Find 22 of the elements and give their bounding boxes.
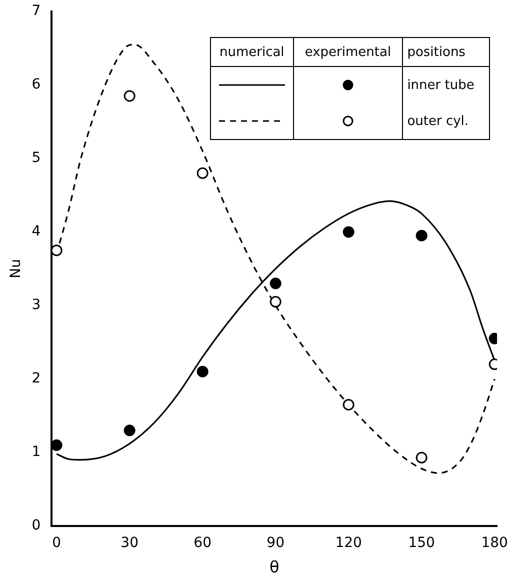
annotation: experimental bbox=[293, 38, 403, 67]
y-axis-title: Nu bbox=[8, 259, 24, 278]
y-tick-label: 4 bbox=[32, 224, 41, 240]
y-tick-label: 5 bbox=[32, 150, 41, 166]
x-tick-label: 0 bbox=[52, 535, 62, 552]
y-tick-label: 1 bbox=[32, 444, 41, 460]
annotation: positions bbox=[402, 38, 490, 67]
y-tick-label: 0 bbox=[32, 518, 41, 534]
x-tick-label: 30 bbox=[120, 535, 138, 552]
y-tick-label: 7 bbox=[32, 3, 41, 20]
x-tick-label: 180 bbox=[481, 535, 508, 552]
y-tick-label: 3 bbox=[32, 297, 41, 314]
annotation: outer cyl. bbox=[402, 103, 490, 140]
annotation: numerical bbox=[210, 38, 294, 67]
x-tick-label: 60 bbox=[194, 535, 212, 552]
y-tick-label: 2 bbox=[32, 370, 41, 387]
annotation: inner tube bbox=[402, 66, 490, 104]
x-tick-label: 90 bbox=[266, 535, 284, 552]
y-tick-label: 6 bbox=[32, 76, 41, 93]
x-axis-title: θ bbox=[269, 558, 280, 577]
x-tick-label: 120 bbox=[335, 535, 362, 552]
x-tick-label: 150 bbox=[408, 535, 435, 552]
